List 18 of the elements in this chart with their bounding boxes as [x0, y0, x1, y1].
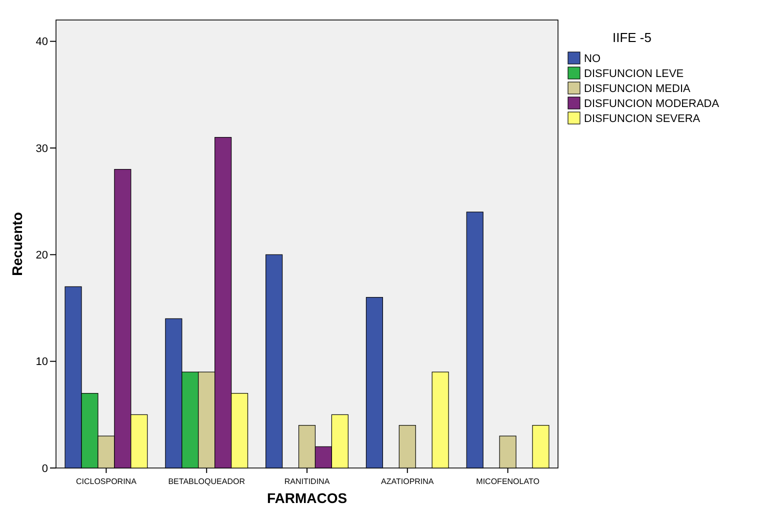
legend-label: DISFUNCION LEVE: [584, 68, 684, 80]
y-tick-label: 30: [36, 142, 48, 155]
x-axis-title: FARMACOS: [266, 490, 348, 506]
legend-label: NO: [584, 53, 601, 65]
y-axis-title: Recuento: [9, 212, 25, 276]
y-tick-label: 20: [36, 250, 48, 262]
x-tick-label: CICLOSPORINA: [76, 477, 138, 486]
x-tick-label: AZATIOPRINA: [381, 477, 434, 486]
x-tick-label: MICOFENOLATO: [476, 477, 540, 486]
legend-title: IIFE -5: [612, 30, 652, 45]
legend-label: DISFUNCION MODERADA: [584, 98, 720, 110]
y-tick-label: 10: [36, 356, 48, 368]
x-tick-label: RANITIDINA: [284, 477, 330, 486]
legend-label: DISFUNCION MEDIA: [584, 83, 691, 95]
x-tick-label: BETABLOQUEADOR: [168, 477, 246, 486]
legend-label: DISFUNCION SEVERA: [584, 113, 701, 125]
y-tick-label: 40: [36, 36, 48, 48]
y-tick-label: 0: [42, 462, 48, 475]
